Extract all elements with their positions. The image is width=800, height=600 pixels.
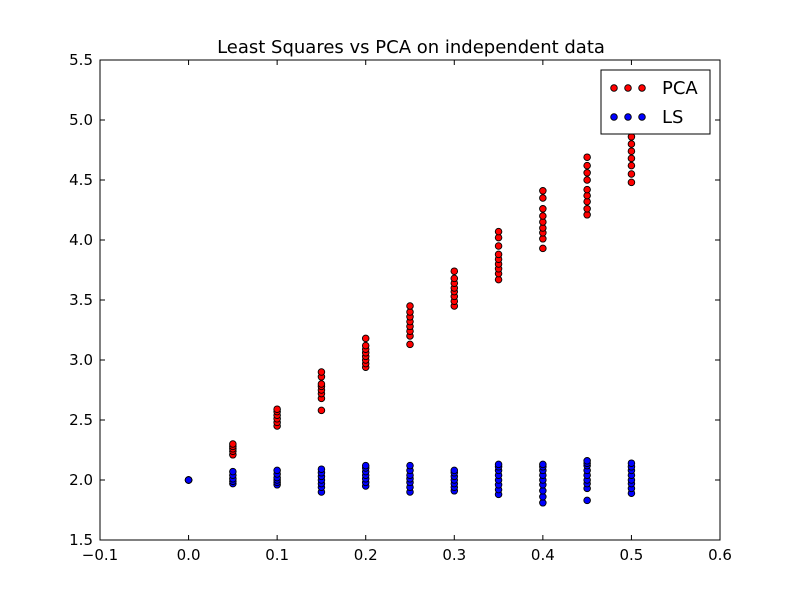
scatter-point-pca (583, 185, 591, 194)
y-tick-label: 2.0 (69, 471, 93, 489)
scatter-point-ls (583, 457, 591, 465)
y-tick-label: 3.5 (69, 291, 93, 309)
y-tick-label: 1.5 (69, 531, 93, 549)
scatter-point-pca (627, 170, 636, 178)
scatter-point-pca (450, 274, 459, 283)
scatter-point-pca (583, 153, 591, 161)
scatter-point-ls (229, 467, 237, 476)
points-layer (184, 113, 636, 507)
chart-title: Least Squares vs PCA on independent data (217, 37, 605, 58)
scatter-point-pca (361, 334, 370, 343)
scatter-point-pca (627, 140, 636, 148)
scatter-point-ls (361, 461, 370, 470)
scatter-point-pca (583, 169, 591, 177)
legend-marker-pca (624, 84, 632, 92)
scatter-point-pca (539, 212, 547, 220)
scatter-point-pca (494, 242, 503, 250)
scatter-point-pca (539, 187, 547, 195)
axes-layer: −0.1 0.0 0.1 0.2 0.3 0.4 0.5 0.6 1.5 2.0 2.5 3.0 3.5… (69, 51, 732, 564)
legend-marker-ls (638, 113, 646, 121)
legend: PCA LS (600, 69, 711, 135)
scatter-point-pca (583, 205, 591, 213)
scatter-point-pca (273, 405, 281, 413)
x-tick-label: 0.3 (442, 546, 466, 564)
scatter-point-pca (539, 244, 547, 253)
y-tick-label: 5.0 (69, 111, 93, 129)
scatter-point-pca (583, 176, 591, 184)
scatter-point-pca (494, 227, 503, 236)
legend-label-ls: LS (662, 107, 683, 128)
y-tick-label: 5.5 (69, 51, 93, 69)
x-tick-label: 0.0 (177, 546, 201, 564)
scatter-point-pca (361, 341, 370, 350)
legend-marker-pca (638, 84, 646, 92)
x-tick-label: 0.4 (531, 546, 555, 564)
scatter-point-pca (627, 161, 636, 170)
scatter-point-pca (450, 267, 459, 275)
scatter-point-ls (539, 460, 547, 469)
scatter-point-pca (627, 147, 636, 155)
x-tick-label: −0.1 (82, 546, 118, 564)
scatter-point-pca (627, 178, 636, 187)
scatter-point-ls (627, 459, 636, 467)
scatter-point-pca (539, 194, 547, 202)
legend-marker-ls (624, 113, 632, 121)
scatter-point-pca (494, 250, 503, 259)
y-tick-label: 2.5 (69, 411, 93, 429)
scatter-point-pca (317, 380, 326, 388)
y-tick-label: 4.0 (69, 231, 93, 249)
scatter-point-pca (539, 205, 547, 213)
scatter-point-pca (406, 340, 414, 349)
scatter-point-pca (229, 440, 237, 448)
scatter-point-ls (184, 476, 193, 484)
scatter-point-ls (583, 496, 591, 505)
legend-marker-pca (610, 84, 618, 92)
scatter-point-pca (583, 161, 591, 170)
legend-label-pca: PCA (662, 78, 698, 99)
legend-box (600, 69, 711, 135)
scatter-point-ls (317, 465, 326, 473)
scatter-point-ls (450, 466, 459, 475)
legend-marker-ls (610, 113, 618, 121)
scatter-point-pca (406, 302, 414, 310)
scatter-point-pca (317, 406, 326, 415)
x-tick-label: 0.6 (708, 546, 732, 564)
scatter-point-ls (406, 461, 414, 470)
x-tick-label: 0.1 (265, 546, 289, 564)
y-tick-label: 4.5 (69, 171, 93, 189)
x-tick-label: 0.5 (619, 546, 643, 564)
scatter-point-ls (494, 460, 503, 469)
scatter-point-pca (317, 368, 326, 376)
x-tick-label: 0.2 (354, 546, 378, 564)
y-tick-label: 3.0 (69, 351, 93, 369)
scatter-point-pca (627, 154, 636, 163)
scatter-point-ls (273, 466, 281, 475)
